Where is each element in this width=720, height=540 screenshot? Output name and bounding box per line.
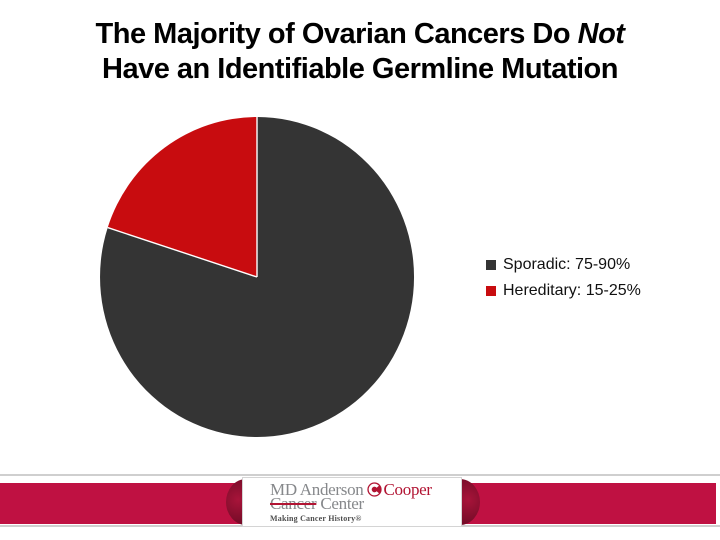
cooper-wordmark: Cooper bbox=[383, 480, 433, 499]
logo-panel: MD Anderson Cooper Cancer Center Making C… bbox=[242, 477, 462, 527]
slide-title: The Majority of Ovarian Cancers Do Not H… bbox=[0, 17, 720, 87]
legend-item: Hereditary: 15-25% bbox=[486, 278, 641, 304]
md-anderson-wordmark: MD Anderson bbox=[270, 480, 364, 499]
pie-slice bbox=[107, 117, 257, 277]
title-line-1-italic: Not bbox=[577, 18, 625, 50]
pie-slice-border bbox=[107, 226, 258, 278]
legend-swatch bbox=[486, 286, 496, 296]
footer-divider-top bbox=[0, 474, 720, 476]
legend-item: Sporadic: 75-90% bbox=[486, 252, 641, 278]
chart-legend: Sporadic: 75-90% Hereditary: 15-25% bbox=[486, 252, 641, 304]
title-line-1: The Majority of Ovarian Cancers Do Not bbox=[0, 17, 720, 52]
legend-swatch bbox=[486, 260, 496, 270]
logo-line-1: MD Anderson Cooper bbox=[270, 480, 461, 499]
logo-line-2: Cancer Center bbox=[270, 494, 461, 513]
title-line-1-text: The Majority of Ovarian Cancers Do bbox=[95, 18, 578, 50]
title-line-2: Have an Identifiable Germline Mutation bbox=[102, 53, 619, 85]
cooper-c-icon bbox=[366, 482, 382, 497]
footer: MD Anderson Cooper Cancer Center Making C… bbox=[0, 474, 720, 540]
cancer-struck-text: Cancer bbox=[270, 494, 317, 513]
legend-label: Sporadic: 75-90% bbox=[503, 256, 631, 273]
pie-chart bbox=[100, 117, 415, 437]
center-text: Center bbox=[320, 494, 364, 513]
logo-tagline: Making Cancer History® bbox=[270, 514, 362, 523]
legend-label: Hereditary: 15-25% bbox=[503, 282, 641, 299]
